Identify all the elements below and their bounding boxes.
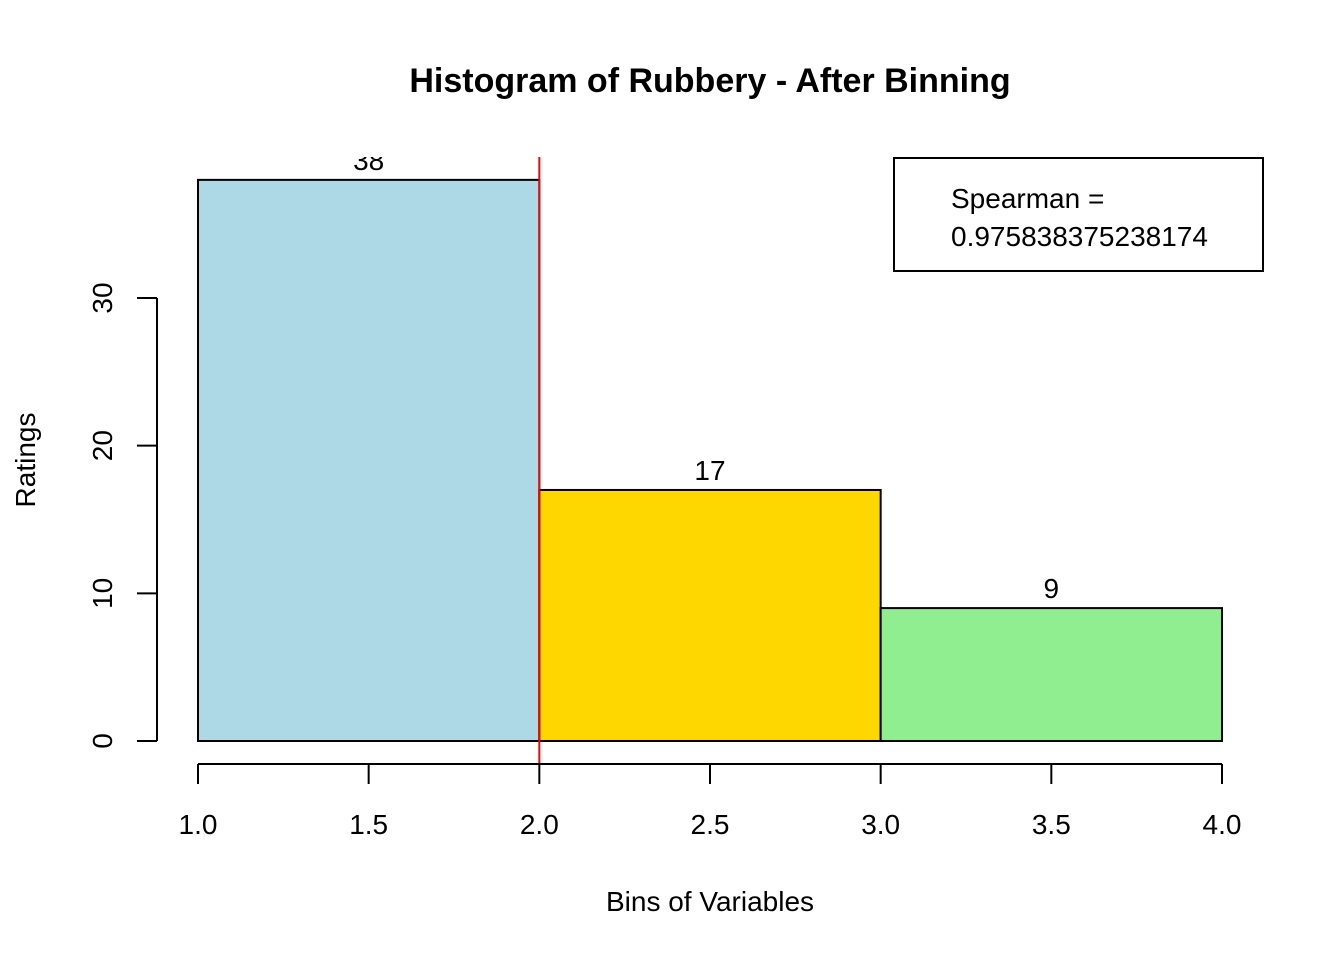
x-tick-label: 3.5 — [1032, 809, 1071, 840]
legend-line-2: 0.975838375238174 — [951, 221, 1208, 252]
y-tick-label: 0 — [87, 733, 118, 749]
x-tick-label: 3.0 — [861, 809, 900, 840]
bar-3 — [879, 607, 1224, 742]
x-tick-label: 1.0 — [179, 809, 218, 840]
bar-2 — [538, 488, 882, 743]
x-tick-label: 4.0 — [1203, 809, 1242, 840]
legend-box — [893, 157, 1264, 272]
y-tick-label: 30 — [87, 282, 118, 313]
bar-value-label: 17 — [694, 455, 725, 486]
y-axis-label: Ratings — [10, 413, 41, 508]
x-axis-label: Bins of Variables — [606, 886, 814, 917]
x-tick-label: 2.0 — [520, 809, 559, 840]
bar-value-label: 9 — [1044, 573, 1060, 604]
x-tick-label: 2.5 — [691, 809, 730, 840]
legend: Spearman = 0.975838375238174 — [893, 157, 1264, 272]
y-tick-label: 10 — [87, 578, 118, 609]
legend-line-1: Spearman = — [951, 183, 1104, 214]
bar-value-label: 38 — [353, 145, 384, 176]
chart-title: Histogram of Rubbery - After Binning — [409, 62, 1010, 100]
x-tick-label: 1.5 — [349, 809, 388, 840]
y-tick-label: 20 — [87, 430, 118, 461]
bar-1 — [197, 178, 541, 743]
